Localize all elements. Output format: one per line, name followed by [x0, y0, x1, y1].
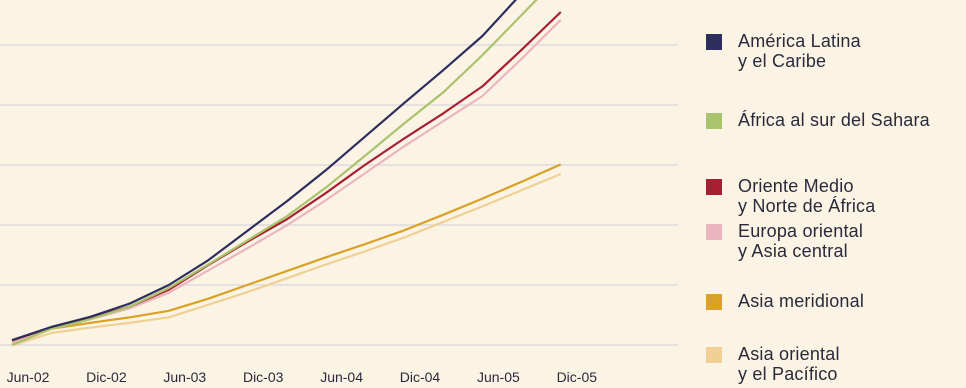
legend-swatch	[706, 294, 722, 310]
legend-label-line: Asia meridional	[738, 291, 865, 311]
x-tick-label: Jun-03	[163, 369, 206, 385]
legend-label: Oriente Medio y Norte de África	[738, 176, 875, 216]
series-line	[11, 163, 562, 344]
legend-label: Asia meridional	[738, 291, 864, 311]
legend-label-line: y el Pacífico	[738, 364, 838, 384]
x-tick-label: Jun-05	[477, 369, 520, 385]
series-line	[11, 11, 562, 342]
legend-label-line: Oriente Medio	[738, 176, 854, 196]
x-tick-label: Dic-04	[400, 369, 441, 385]
legend-swatch	[706, 224, 722, 240]
legend-label-line: África al sur del Sahara	[738, 110, 930, 130]
legend-label-line: y Asia central	[738, 241, 848, 261]
legend-swatch	[706, 179, 722, 195]
grid-lines	[0, 44, 678, 346]
legend-label-line: Asia oriental	[738, 344, 840, 364]
x-tick-label: Jun-02	[7, 369, 50, 385]
line-chart: Jun-02 Dic-02 Jun-03 Dic-03 Jun-04 Dic-04 Jun-…	[0, 0, 678, 385]
legend-item: América Latina y el Caribe	[706, 31, 861, 71]
x-tick-label: Dic-02	[86, 369, 127, 385]
legend-item: Asia oriental y el Pacífico	[706, 344, 840, 384]
series-line	[11, 19, 562, 345]
legend-swatch	[706, 113, 722, 129]
legend-item: Oriente Medio y Norte de África	[706, 176, 875, 216]
series-line	[11, 0, 538, 347]
series-line	[11, 172, 562, 347]
legend-label-line: y el Caribe	[738, 51, 827, 71]
x-tick-label: Dic-05	[557, 369, 598, 385]
x-tick-label: Dic-03	[243, 369, 284, 385]
legend-label-line: América Latina	[738, 31, 861, 51]
legend-swatch	[706, 347, 722, 363]
legend-label: Europa oriental y Asia central	[738, 221, 863, 261]
legend-item: Europa oriental y Asia central	[706, 221, 863, 261]
legend-item: África al sur del Sahara	[706, 110, 930, 130]
legend: América Latina y el Caribe África al sur d…	[706, 0, 964, 388]
x-tick-label: Jun-04	[320, 369, 363, 385]
series-lines	[11, 0, 562, 347]
x-axis-tick-labels: Jun-02 Dic-02 Jun-03 Dic-03 Jun-04 Dic-04 Jun-…	[7, 369, 598, 385]
legend-item: Asia meridional	[706, 291, 864, 311]
legend-label: Asia oriental y el Pacífico	[738, 344, 840, 384]
legend-swatch	[706, 34, 722, 50]
legend-label-line: Europa oriental	[738, 221, 864, 241]
legend-label-line: y Norte de África	[738, 196, 876, 216]
legend-label: América Latina y el Caribe	[738, 31, 861, 71]
series-line	[11, 0, 518, 342]
legend-label: África al sur del Sahara	[738, 110, 930, 130]
